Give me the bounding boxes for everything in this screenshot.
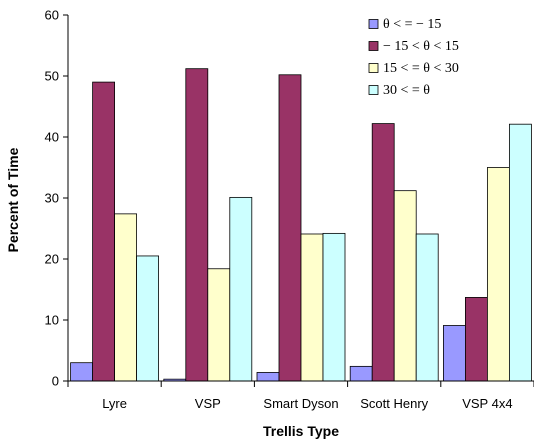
bar	[371, 123, 395, 382]
y-tick-label: 40	[45, 130, 59, 145]
x-tick-label: Smart Dyson	[263, 396, 338, 411]
bar	[393, 190, 417, 382]
legend-swatch	[368, 85, 379, 95]
legend-swatch	[368, 19, 379, 29]
bar	[207, 268, 231, 382]
y-tick-label: 10	[45, 313, 59, 328]
legend: θ < = − 15 − 15 < θ < 15 15 < = θ < 30 30 <…	[368, 17, 459, 98]
y-tick-label: 20	[45, 252, 59, 267]
bar	[508, 123, 532, 382]
bar	[349, 365, 373, 382]
bars-group	[70, 68, 532, 382]
bar	[415, 233, 439, 382]
x-tick-label: VSP	[195, 396, 221, 411]
legend-label: 15 < = θ < 30	[383, 61, 459, 76]
x-tick-label: Scott Henry	[360, 396, 428, 411]
bar	[256, 372, 280, 382]
x-axis-ticks: Lyre VSP Smart Dyson Scott Henry VSP 4x4	[67, 381, 534, 411]
bar	[229, 196, 253, 382]
y-tick-label: 30	[45, 191, 59, 206]
bar	[464, 297, 488, 382]
bar	[300, 233, 324, 382]
y-tick-label: 50	[45, 69, 59, 84]
bar	[92, 81, 115, 382]
bar	[486, 167, 510, 382]
y-axis-ticks: 0 10 20 30 40 50 60	[45, 8, 68, 389]
legend-swatch	[368, 63, 379, 73]
x-tick-label: VSP 4x4	[462, 396, 512, 411]
y-tick-label: 0	[52, 374, 59, 389]
bar	[185, 68, 209, 382]
legend-label: 30 < = θ	[383, 83, 430, 98]
bar	[114, 213, 137, 382]
x-axis-title: Trellis Type	[263, 423, 339, 439]
bar	[70, 362, 93, 382]
legend-swatch	[368, 41, 379, 51]
legend-label: θ < = − 15	[383, 17, 441, 32]
bar	[442, 325, 466, 382]
x-tick-label: Lyre	[102, 396, 127, 411]
y-tick-label: 60	[45, 8, 59, 23]
bar	[136, 255, 160, 382]
bar	[278, 74, 302, 382]
bar	[322, 232, 346, 382]
legend-label: − 15 < θ < 15	[383, 39, 459, 54]
y-axis-title: Percent of Time	[5, 147, 21, 252]
